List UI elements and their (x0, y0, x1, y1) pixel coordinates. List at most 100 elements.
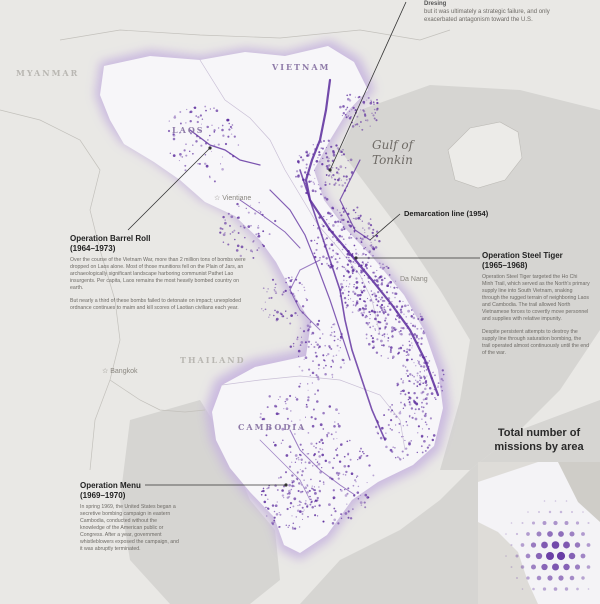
strike-dot (231, 124, 234, 126)
strike-dot (420, 435, 424, 439)
strike-dot (178, 160, 180, 162)
strike-dot (311, 382, 314, 384)
strike-dot (258, 247, 260, 249)
strike-dot (328, 247, 331, 250)
strike-dot (319, 161, 321, 163)
strike-dot (288, 483, 291, 487)
strike-dot (340, 332, 343, 336)
strike-dot (322, 367, 325, 369)
strike-dot (345, 470, 348, 474)
strike-dot (322, 224, 325, 228)
strike-dot (366, 235, 369, 238)
strike-dot (294, 433, 296, 435)
strike-dot (420, 391, 424, 395)
strike-dot (313, 454, 316, 457)
strike-dot (318, 455, 321, 458)
strike-dot (359, 121, 362, 123)
strike-dot (374, 294, 378, 298)
strike-dot (427, 365, 430, 368)
strike-dot (275, 412, 279, 416)
label-laos: LAOS (172, 125, 205, 135)
strike-dot (364, 493, 368, 497)
strike-dot (305, 191, 308, 195)
strike-dot (355, 252, 358, 255)
strike-dot (317, 157, 319, 159)
strike-dot (382, 312, 385, 315)
strike-dot (340, 285, 344, 289)
strike-dot (205, 164, 209, 168)
strike-dot (345, 175, 348, 178)
strike-dot (318, 441, 321, 443)
strike-dot (352, 508, 354, 510)
strike-dot (282, 291, 285, 294)
strike-dot (399, 346, 403, 350)
strike-dot (416, 341, 419, 344)
strike-dot (185, 143, 187, 145)
strike-dot (408, 414, 411, 417)
strike-dot (398, 331, 401, 333)
strike-dot (338, 184, 341, 186)
strike-dot (213, 180, 216, 183)
strike-dot (346, 440, 349, 443)
strike-dot (338, 177, 341, 180)
strike-dot (328, 460, 331, 464)
strike-dot (424, 387, 427, 391)
strike-dot (297, 505, 299, 507)
strike-dot (195, 115, 197, 117)
strike-dot (421, 428, 424, 430)
strike-dot (369, 317, 371, 320)
strike-dot (326, 435, 329, 438)
strike-dot (282, 485, 286, 488)
strike-dot (285, 277, 287, 280)
strike-dot (380, 339, 383, 343)
strike-dot (376, 280, 379, 283)
strike-dot (292, 522, 295, 525)
strike-dot (274, 283, 277, 286)
strike-dot (332, 224, 335, 227)
strike-dot (351, 268, 355, 271)
inset-hex-dot (510, 566, 513, 568)
strike-dot (416, 327, 419, 330)
strike-dot (199, 129, 201, 132)
strike-dot (319, 470, 322, 474)
strike-dot (401, 450, 404, 453)
strike-dot (297, 456, 300, 459)
strike-dot (414, 324, 416, 326)
strike-dot (314, 393, 316, 395)
strike-dot (373, 117, 376, 120)
strike-dot (421, 410, 425, 413)
strike-dot (388, 345, 391, 348)
strike-dot (400, 390, 402, 393)
strike-dot (323, 245, 327, 248)
strike-dot (339, 335, 343, 338)
strike-dot (333, 242, 335, 244)
strike-dot (347, 250, 350, 253)
strike-dot (369, 322, 371, 324)
strike-dot (255, 233, 258, 236)
strike-dot (298, 482, 301, 485)
strike-dot (390, 419, 393, 422)
strike-dot (412, 313, 414, 315)
strike-dot (213, 144, 216, 146)
strike-dot (345, 178, 348, 181)
strike-dot (419, 363, 421, 366)
strike-dot (343, 362, 345, 364)
strike-dot (383, 308, 385, 310)
strike-dot (332, 249, 335, 252)
strike-dot (353, 494, 356, 497)
strike-dot (375, 276, 377, 277)
strike-dot (415, 396, 419, 399)
strike-dot (283, 407, 285, 410)
strike-dot (335, 408, 338, 411)
strike-dot (384, 319, 387, 322)
strike-dot (370, 99, 372, 101)
strike-dot (362, 252, 365, 256)
strike-dot (252, 240, 255, 243)
top-note: Dresing but it was ultimately a strategi… (424, 0, 574, 24)
strike-dot (285, 524, 288, 527)
strike-dot (297, 314, 299, 316)
strike-dot (369, 125, 371, 127)
strike-dot (421, 401, 423, 404)
strike-dot (239, 254, 243, 258)
strike-dot (422, 382, 425, 385)
